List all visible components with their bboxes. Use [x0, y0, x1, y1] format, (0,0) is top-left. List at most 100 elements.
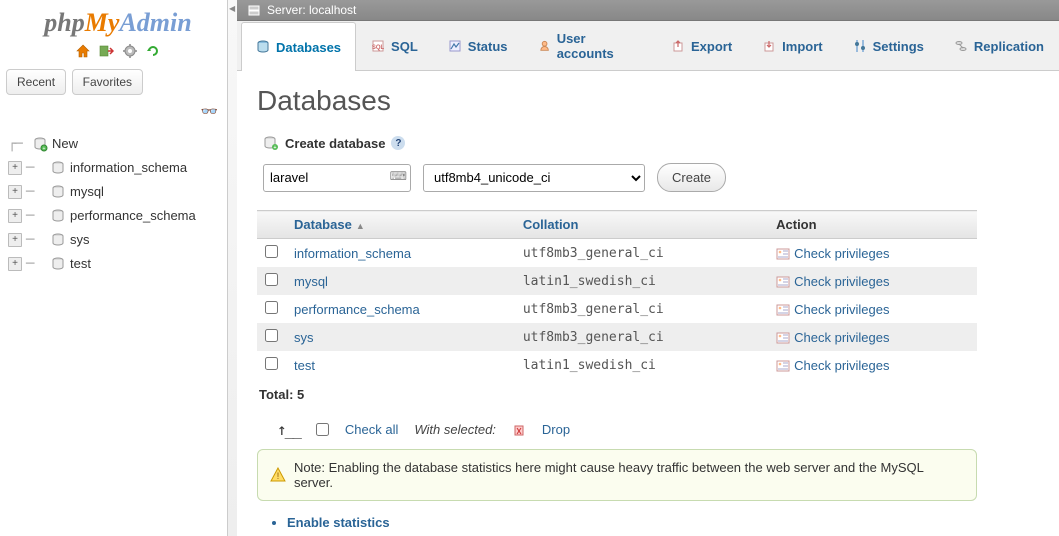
sidebar-toolbar — [0, 40, 236, 65]
import-icon — [762, 39, 776, 53]
tree-new[interactable]: ┌─ + New — [8, 132, 236, 156]
drop-link[interactable]: Drop — [542, 422, 570, 437]
logo-part-1: php — [44, 8, 84, 37]
logout-icon[interactable] — [98, 43, 114, 59]
tree-item[interactable]: +─ test — [8, 252, 236, 276]
create-database-label: Create database — [285, 136, 385, 151]
check-privileges-link[interactable]: Check privileges — [794, 274, 889, 289]
refresh-icon[interactable] — [145, 43, 161, 59]
server-label[interactable]: Server: localhost — [267, 3, 356, 17]
drop-icon — [512, 423, 526, 437]
collation-cell: latin1_swedish_ci — [515, 351, 768, 379]
tree-item[interactable]: +─ sys — [8, 228, 236, 252]
svg-text:+: + — [43, 146, 46, 152]
sql-icon: SQL — [371, 39, 385, 53]
tree-item-label: sys — [70, 232, 90, 247]
content: Databases + Create database ? ⌨ utf8mb4_… — [237, 71, 1059, 536]
svg-text:!: ! — [277, 471, 280, 481]
collation-cell: utf8mb3_general_ci — [515, 295, 768, 323]
tab-sql[interactable]: SQLSQL — [356, 21, 433, 70]
db-link[interactable]: performance_schema — [294, 302, 420, 317]
tree-item[interactable]: +─ mysql — [8, 180, 236, 204]
tree-item-label: performance_schema — [70, 208, 196, 223]
total-label: Total: 5 — [257, 379, 1039, 410]
table-row: sysutf8mb3_general_ciCheck privileges — [257, 323, 977, 351]
recent-tab[interactable]: Recent — [6, 69, 66, 95]
bulk-actions: ↑__ Check all With selected: Drop — [257, 410, 1039, 449]
check-privileges-link[interactable]: Check privileges — [794, 302, 889, 317]
row-checkbox[interactable] — [265, 301, 278, 314]
check-all-checkbox[interactable] — [316, 423, 329, 436]
svg-text:+: + — [274, 145, 277, 151]
table-row: performance_schema utf8mb3_general_ci Chec… — [257, 295, 977, 323]
col-collation[interactable]: Collation — [515, 211, 768, 239]
table-row: test latin1_swedish_ci Check privileges — [257, 351, 977, 379]
sidebar: phpMyAdmin Recent Favorites 👓 ┌─ + New +… — [0, 0, 237, 536]
db-link[interactable]: sys — [294, 330, 314, 345]
expand-icon[interactable]: + — [8, 233, 22, 247]
create-button[interactable]: Create — [657, 163, 726, 192]
tab-databases[interactable]: Databases — [241, 22, 356, 71]
db-tree: ┌─ + New +─ information_schema +─ mysql … — [0, 126, 236, 276]
gear-icon[interactable] — [122, 43, 138, 59]
row-checkbox[interactable] — [265, 245, 278, 258]
expand-icon[interactable]: + — [8, 161, 22, 175]
row-checkbox[interactable] — [265, 273, 278, 286]
check-privileges-link[interactable]: Check privileges — [794, 330, 889, 345]
export-icon — [671, 39, 685, 53]
create-database-heading: + Create database ? — [263, 135, 1039, 151]
col-database[interactable]: Database▲ — [286, 211, 515, 239]
check-all-link[interactable]: Check all — [345, 422, 398, 437]
status-icon — [448, 39, 462, 53]
tab-settings[interactable]: Settings — [838, 21, 939, 70]
users-icon — [538, 39, 551, 53]
tree-item[interactable]: +─ performance_schema — [8, 204, 236, 228]
link-icon[interactable]: 👓 — [0, 99, 236, 126]
help-icon[interactable]: ? — [391, 136, 405, 150]
note-text: Note: Enabling the database statistics h… — [294, 460, 964, 490]
tab-export[interactable]: Export — [656, 21, 747, 70]
create-form: ⌨ utf8mb4_unicode_ci Create — [263, 163, 1039, 192]
database-icon — [256, 40, 270, 54]
col-action: Action — [768, 211, 977, 239]
collation-cell: utf8mb3_general_ci — [515, 239, 768, 268]
db-link[interactable]: test — [294, 358, 315, 373]
sort-asc-icon: ▲ — [356, 221, 365, 231]
expand-icon[interactable]: + — [8, 185, 22, 199]
tree-new-label: New — [52, 136, 78, 151]
tab-status[interactable]: Status — [433, 21, 523, 70]
main: Server: localhost Databases SQLSQL Statu… — [237, 0, 1059, 536]
favorites-tab[interactable]: Favorites — [72, 69, 143, 95]
row-checkbox[interactable] — [265, 357, 278, 370]
row-checkbox[interactable] — [265, 329, 278, 342]
newdb-icon: + — [263, 135, 279, 151]
table-row: information_schema utf8mb3_general_ci Chec… — [257, 239, 977, 268]
check-privileges-link[interactable]: Check privileges — [794, 246, 889, 261]
home-icon[interactable] — [75, 43, 91, 59]
enable-statistics-link[interactable]: Enable statistics — [287, 515, 390, 530]
tab-user-accounts[interactable]: User accounts — [523, 21, 656, 70]
collapse-handle[interactable] — [227, 0, 237, 536]
privileges-icon — [776, 304, 790, 316]
logo[interactable]: phpMyAdmin — [0, 0, 236, 40]
privileges-icon — [776, 276, 790, 288]
server-icon — [247, 3, 261, 17]
expand-icon[interactable]: + — [8, 209, 22, 223]
check-privileges-link[interactable]: Check privileges — [794, 358, 889, 373]
db-link[interactable]: mysql — [294, 274, 328, 289]
page-title: Databases — [257, 85, 1039, 117]
expand-icon[interactable]: + — [8, 257, 22, 271]
arrow-up-icon: ↑__ — [277, 420, 300, 439]
topbar: Server: localhost — [237, 0, 1059, 21]
db-link[interactable]: information_schema — [294, 246, 411, 261]
settings-icon — [853, 39, 867, 53]
tree-item-label: test — [70, 256, 91, 271]
privileges-icon — [776, 332, 790, 344]
collation-select[interactable]: utf8mb4_unicode_ci — [423, 164, 645, 192]
tree-item[interactable]: +─ information_schema — [8, 156, 236, 180]
keyboard-icon[interactable]: ⌨ — [390, 169, 407, 183]
privileges-icon — [776, 248, 790, 260]
table-row: mysqllatin1_swedish_ciCheck privileges — [257, 267, 977, 295]
tab-import[interactable]: Import — [747, 21, 837, 70]
tab-replication[interactable]: Replication — [939, 21, 1059, 70]
